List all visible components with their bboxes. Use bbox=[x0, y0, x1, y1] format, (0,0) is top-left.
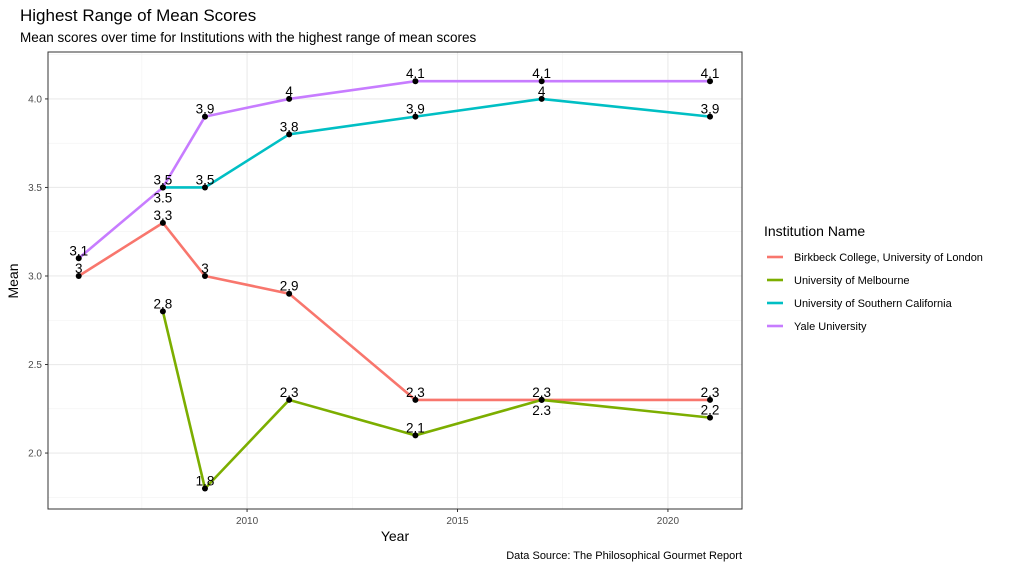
legend-label: University of Southern California bbox=[794, 298, 953, 310]
data-point bbox=[286, 131, 293, 138]
data-label: 2.3 bbox=[532, 403, 551, 418]
x-tick-label: 2015 bbox=[446, 516, 469, 527]
plot-panel: 2.0 2.5 3.0 3.5 4.0 2010 2015 2020 4.1 4.1 4.1 4 4 3.… bbox=[28, 51, 743, 527]
data-point bbox=[412, 78, 419, 85]
caption: Data Source: The Philosophical Gourmet R… bbox=[506, 550, 742, 562]
y-axis-label: Mean bbox=[5, 263, 21, 298]
data-label: 2.3 bbox=[406, 385, 425, 400]
data-point bbox=[412, 113, 419, 120]
data-point bbox=[286, 290, 293, 297]
data-point bbox=[412, 396, 419, 403]
series-line bbox=[162, 97, 711, 189]
data-label: 2.9 bbox=[280, 279, 299, 294]
data-label: 3.5 bbox=[154, 190, 173, 205]
data-label: 4.1 bbox=[406, 66, 425, 81]
data-point bbox=[286, 95, 293, 102]
data-label: 4.1 bbox=[701, 66, 720, 81]
data-point bbox=[201, 485, 208, 492]
data-label: 4.1 bbox=[532, 66, 551, 81]
x-tick-label: 2010 bbox=[236, 516, 259, 527]
data-point bbox=[201, 184, 208, 191]
data-point bbox=[707, 396, 714, 403]
data-label: 2.8 bbox=[154, 296, 173, 311]
data-point bbox=[75, 255, 82, 262]
y-tick-label: 2.5 bbox=[28, 360, 42, 371]
data-label: 3.9 bbox=[701, 102, 720, 117]
data-label: 2.3 bbox=[280, 385, 299, 400]
data-point bbox=[159, 219, 166, 226]
x-axis-label: Year bbox=[381, 528, 410, 544]
y-tick-label: 4.0 bbox=[28, 94, 42, 105]
data-label: 3.5 bbox=[196, 172, 215, 187]
data-point bbox=[159, 184, 166, 191]
legend-label: Birkbeck College, University of London bbox=[794, 252, 983, 264]
data-label: 3.1 bbox=[69, 243, 88, 258]
legend-title: Institution Name bbox=[764, 223, 865, 239]
data-label: 3 bbox=[75, 261, 83, 276]
data-label: 2.1 bbox=[406, 420, 425, 435]
data-point bbox=[201, 113, 208, 120]
chart-subtitle: Mean scores over time for Institutions w… bbox=[20, 30, 476, 45]
data-label: 3.9 bbox=[196, 102, 215, 117]
data-label: 3.5 bbox=[154, 172, 173, 187]
data-point bbox=[286, 396, 293, 403]
data-point bbox=[707, 414, 714, 421]
legend-label: Yale University bbox=[794, 321, 867, 333]
data-label: 2.3 bbox=[532, 385, 551, 400]
legend-label: University of Melbourne bbox=[794, 275, 910, 287]
data-label: 2.3 bbox=[701, 385, 720, 400]
y-tick-label: 2.0 bbox=[28, 449, 42, 460]
data-label: 3.8 bbox=[280, 119, 299, 134]
panel-border bbox=[47, 51, 743, 510]
data-label: 3.9 bbox=[406, 102, 425, 117]
data-point bbox=[412, 432, 419, 439]
data-label: 2.2 bbox=[701, 403, 720, 418]
x-tick-label: 2020 bbox=[657, 516, 680, 527]
chart-title: Highest Range of Mean Scores bbox=[20, 6, 256, 25]
data-label: 4 bbox=[285, 84, 293, 99]
data-point bbox=[538, 396, 545, 403]
panel-background bbox=[48, 52, 742, 509]
data-point bbox=[201, 272, 208, 279]
data-point bbox=[159, 308, 166, 315]
y-tick-label: 3.0 bbox=[28, 271, 42, 282]
series-line bbox=[161, 311, 711, 492]
data-point bbox=[538, 95, 545, 102]
legend: Birkbeck College, University of London Un… bbox=[767, 252, 983, 333]
y-tick-label: 3.5 bbox=[28, 183, 42, 194]
data-point bbox=[707, 113, 714, 120]
data-point bbox=[75, 272, 82, 279]
data-point bbox=[538, 78, 545, 85]
data-label: 3.3 bbox=[154, 208, 173, 223]
data-label: 4 bbox=[538, 84, 546, 99]
data-label: 1.8 bbox=[196, 473, 215, 488]
data-label: 3 bbox=[201, 261, 209, 276]
data-point bbox=[707, 78, 714, 85]
